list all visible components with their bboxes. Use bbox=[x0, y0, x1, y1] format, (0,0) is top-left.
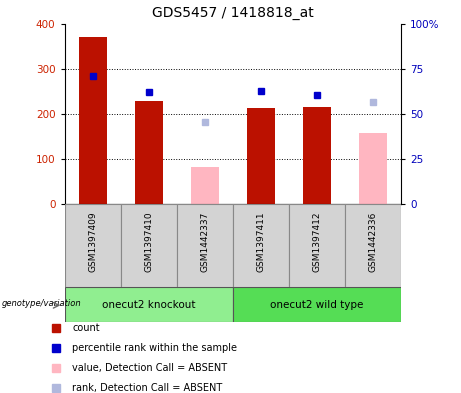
Text: GSM1442337: GSM1442337 bbox=[200, 211, 209, 272]
Text: GSM1442336: GSM1442336 bbox=[368, 211, 378, 272]
Text: rank, Detection Call = ABSENT: rank, Detection Call = ABSENT bbox=[72, 383, 223, 393]
Bar bbox=[65, 204, 121, 287]
Text: GSM1397409: GSM1397409 bbox=[88, 211, 97, 272]
Bar bbox=[345, 204, 401, 287]
Bar bbox=[233, 204, 289, 287]
Bar bbox=[359, 133, 387, 204]
Text: onecut2 wild type: onecut2 wild type bbox=[270, 299, 364, 310]
Bar bbox=[303, 107, 331, 204]
Bar bbox=[247, 108, 275, 204]
Bar bbox=[233, 287, 401, 322]
Title: GDS5457 / 1418818_at: GDS5457 / 1418818_at bbox=[152, 6, 313, 20]
Text: count: count bbox=[72, 323, 100, 333]
Text: GSM1397411: GSM1397411 bbox=[256, 211, 266, 272]
Text: onecut2 knockout: onecut2 knockout bbox=[102, 299, 195, 310]
Bar bbox=[191, 167, 219, 204]
Text: value, Detection Call = ABSENT: value, Detection Call = ABSENT bbox=[72, 363, 228, 373]
Text: genotype/variation: genotype/variation bbox=[2, 299, 82, 309]
Bar bbox=[78, 37, 106, 204]
Text: GSM1397412: GSM1397412 bbox=[313, 211, 321, 272]
Text: percentile rank within the sample: percentile rank within the sample bbox=[72, 343, 237, 353]
Bar bbox=[135, 101, 163, 204]
Text: GSM1397410: GSM1397410 bbox=[144, 211, 153, 272]
Bar bbox=[65, 287, 233, 322]
Bar bbox=[289, 204, 345, 287]
Bar bbox=[177, 204, 233, 287]
Bar bbox=[121, 204, 177, 287]
